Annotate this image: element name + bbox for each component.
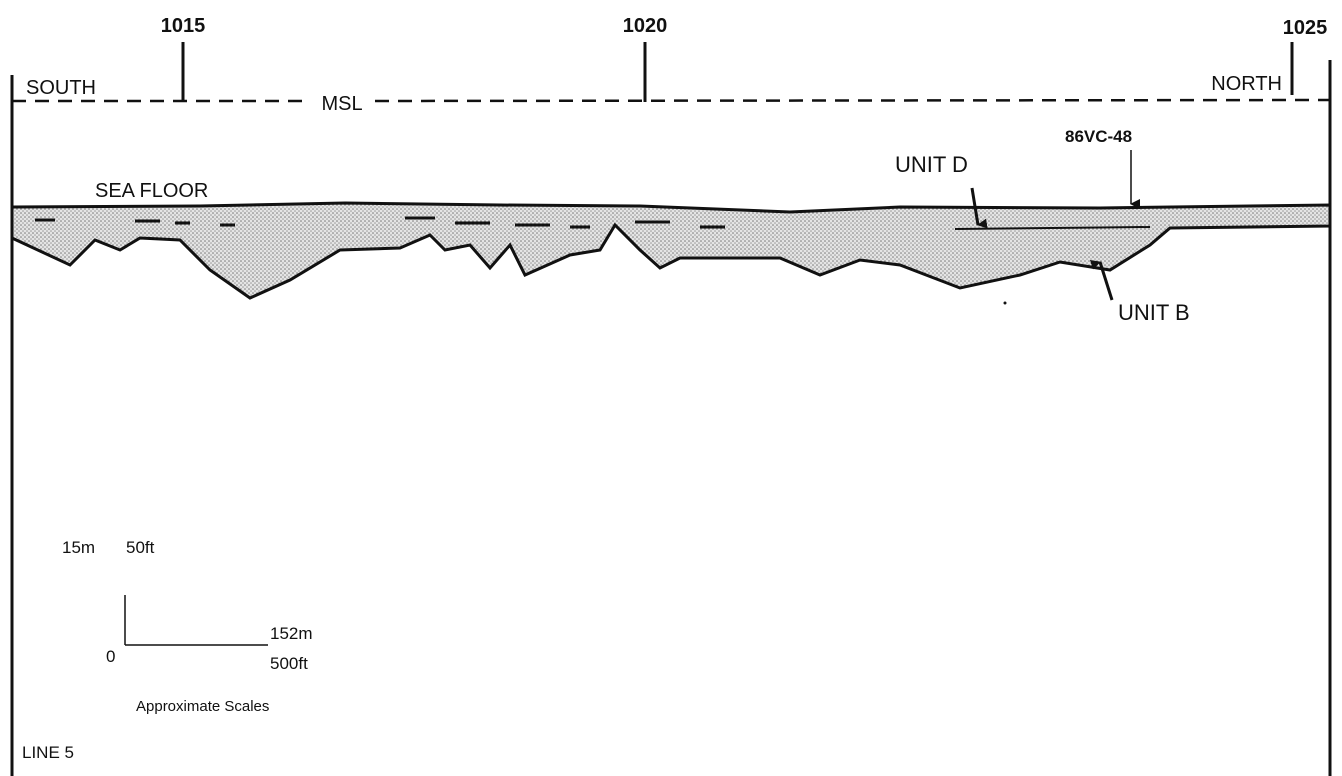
scale-label: 152m bbox=[270, 624, 313, 643]
scale-label: 50ft bbox=[126, 538, 155, 557]
core-label: 86VC-48 bbox=[1065, 127, 1132, 146]
direction-label: NORTH bbox=[1211, 73, 1282, 95]
fix-label: 1015 bbox=[161, 15, 206, 37]
scale-bar bbox=[125, 595, 268, 645]
msl-line bbox=[375, 100, 1330, 101]
cross-section: MSL 1015 1020 1025 SOUTH NORTH SEA FLOOR… bbox=[0, 0, 1342, 776]
scale-label: 500ft bbox=[270, 654, 308, 673]
sea-floor-label: SEA FLOOR bbox=[95, 180, 208, 202]
unit-label: UNIT D bbox=[895, 152, 968, 177]
scale-label: 15m bbox=[62, 538, 95, 557]
speck bbox=[1004, 302, 1007, 305]
scale-label: 0 bbox=[106, 647, 115, 666]
direction-label: SOUTH bbox=[26, 77, 96, 99]
page: MSL 1015 1020 1025 SOUTH NORTH SEA FLOOR… bbox=[0, 0, 1342, 776]
frame bbox=[12, 60, 1330, 776]
fix-label: 1025 bbox=[1283, 17, 1328, 39]
scale-caption: Approximate Scales bbox=[136, 698, 269, 715]
datum-label: MSL bbox=[321, 93, 362, 115]
line-name: LINE 5 bbox=[22, 743, 74, 762]
sediment-unit bbox=[12, 203, 1330, 298]
unit-label: UNIT B bbox=[1118, 300, 1190, 325]
fix-label: 1020 bbox=[623, 15, 668, 37]
